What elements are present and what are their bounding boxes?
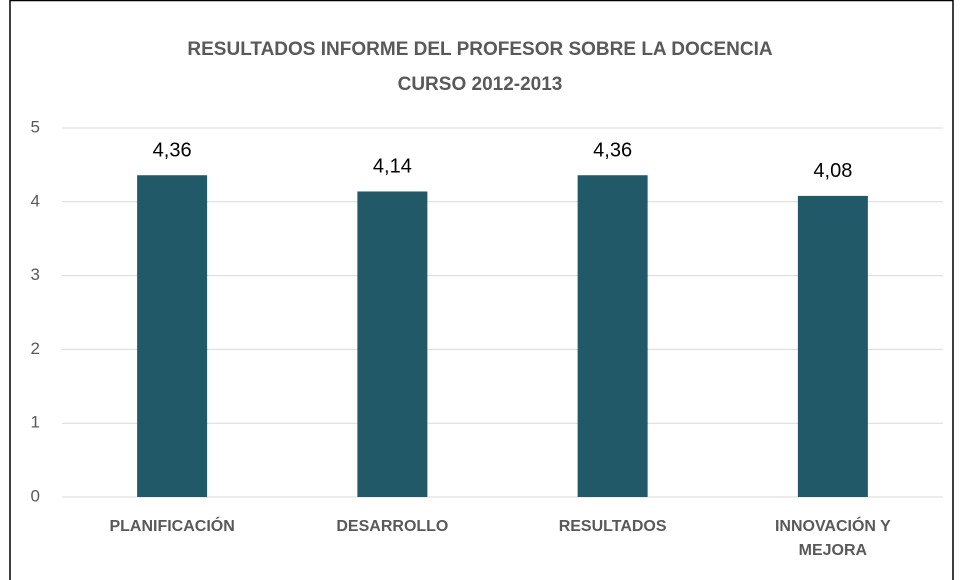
x-tick-label: RESULTADOS	[558, 518, 667, 535]
bar	[137, 175, 208, 497]
y-tick-label: 4	[31, 191, 40, 210]
value-label: 4,36	[153, 140, 192, 162]
bar	[577, 175, 648, 497]
value-label: 4,36	[593, 140, 632, 162]
bar	[797, 195, 868, 497]
frame	[9, 0, 954, 580]
x-tick-label: INNOVACIÓN Y MEJORA	[774, 518, 891, 559]
chart-subtitle: CURSO 2012-2013	[398, 74, 563, 95]
y-tick-label: 3	[31, 265, 40, 284]
bar	[357, 191, 428, 497]
x-tick-label: DESARROLLO	[336, 518, 449, 535]
y-tick-label: 1	[31, 413, 40, 432]
chart-title: RESULTADOS INFORME DEL PROFESOR SOBRE LA…	[187, 39, 772, 60]
y-tick-label: 5	[31, 117, 40, 136]
y-tick-label: 0	[31, 486, 40, 505]
x-tick-label: PLANIFICACIÓN	[109, 518, 235, 535]
y-tick-label: 2	[31, 339, 40, 358]
value-label: 4,14	[373, 156, 412, 178]
value-label: 4,08	[813, 160, 852, 182]
